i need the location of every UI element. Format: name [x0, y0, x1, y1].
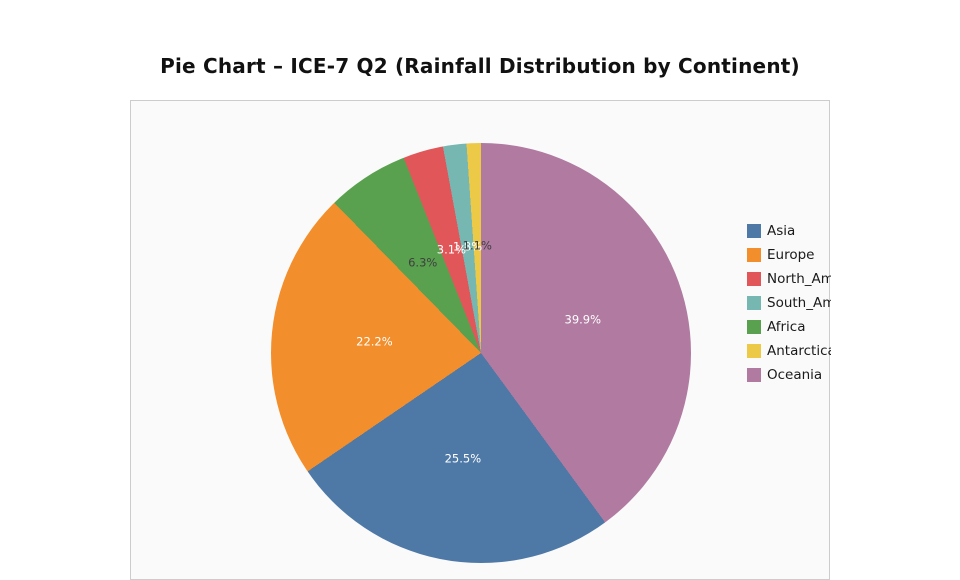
legend-item: Africa	[747, 315, 831, 339]
pie-chart	[271, 143, 691, 563]
legend-label: Europe	[767, 247, 815, 263]
legend-swatch-icon	[747, 320, 761, 334]
legend-swatch-icon	[747, 224, 761, 238]
pie-slice-label: 25.5%	[444, 450, 482, 465]
pie-slice-label: 3.1%	[436, 242, 467, 257]
legend-item: North_America	[747, 267, 831, 291]
legend-swatch-icon	[747, 248, 761, 262]
pie-slice-label: 1.1%	[462, 238, 492, 253]
legend-label: Antarctica	[767, 343, 831, 359]
pie-slice-label: 39.9%	[564, 311, 602, 326]
legend-label: North_America	[767, 271, 831, 287]
chart-panel: 39.9% 25.5% 22.2% 6.3% 3.1% 1.8% 1.1% Asia Euro…	[130, 100, 831, 580]
page-title: Pie Chart – ICE-7 Q2 (Rainfall Distribut…	[160, 54, 800, 78]
pie-slice-label: 6.3%	[408, 255, 438, 270]
legend-label: South_America	[767, 295, 831, 311]
legend-label: Asia	[767, 223, 796, 239]
legend-item: South_America	[747, 291, 831, 315]
legend-item: Asia	[747, 219, 831, 243]
legend-item: Antarctica	[747, 339, 831, 363]
legend-swatch-icon	[747, 344, 761, 358]
legend-item: Europe	[747, 243, 831, 267]
legend-swatch-icon	[747, 296, 761, 310]
legend-item: Oceania	[747, 363, 831, 387]
legend-swatch-icon	[747, 368, 761, 382]
legend-label: Africa	[767, 319, 806, 335]
pie-slice-label: 1.8%	[452, 238, 483, 253]
legend-label: Oceania	[767, 367, 823, 383]
pie-slice-label: 22.2%	[356, 334, 393, 349]
legend-swatch-icon	[747, 272, 761, 286]
legend: Asia Europe North_America South_America Afri…	[747, 219, 831, 387]
